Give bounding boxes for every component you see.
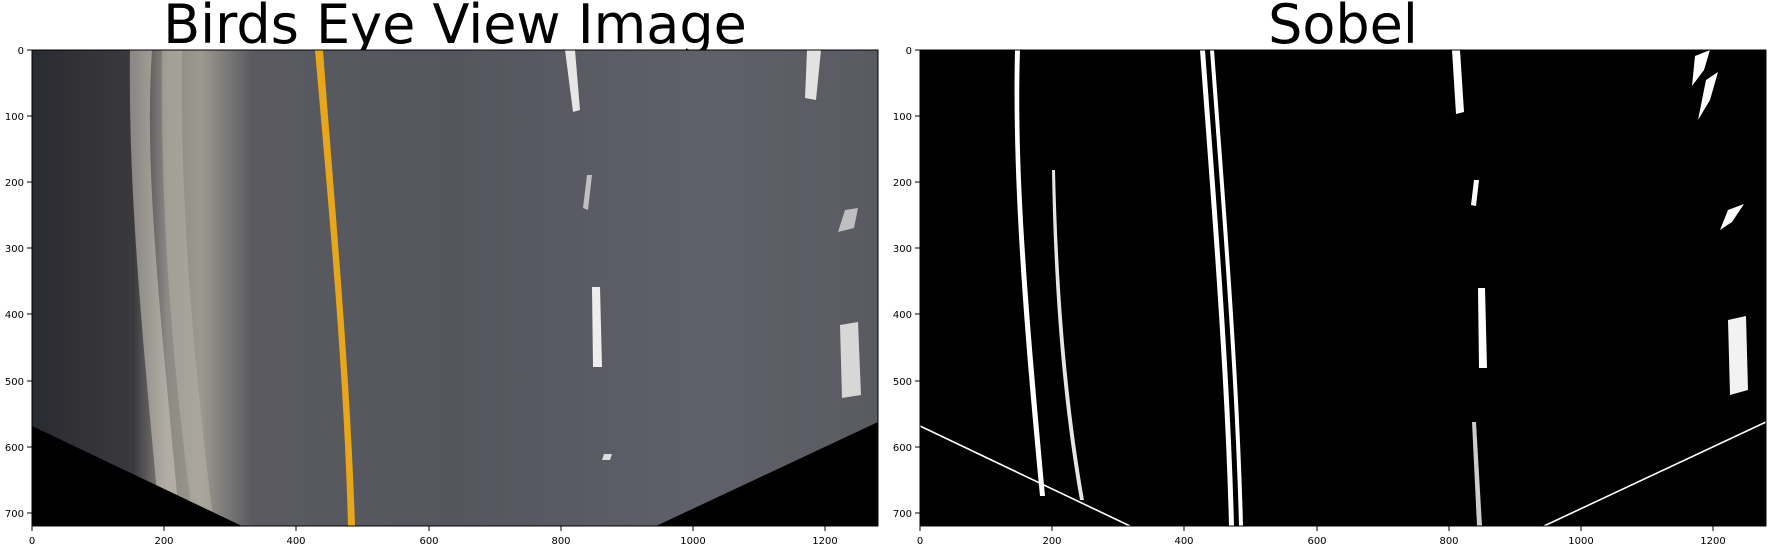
x-tick-label: 600 bbox=[1307, 536, 1326, 547]
sobel-image bbox=[919, 50, 1767, 527]
sobel-title: Sobel bbox=[1268, 0, 1418, 56]
x-tick-label: 200 bbox=[154, 536, 173, 547]
y-tick-label: 400 bbox=[893, 310, 912, 321]
y-tick-label: 600 bbox=[893, 443, 912, 454]
birds-eye-title: Birds Eye View Image bbox=[163, 0, 747, 56]
y-tick-label: 300 bbox=[5, 244, 24, 255]
y-tick-label: 600 bbox=[5, 443, 24, 454]
y-tick-label: 200 bbox=[5, 178, 24, 189]
x-tick-label: 1000 bbox=[680, 536, 705, 547]
x-tick-label: 0 bbox=[29, 536, 35, 547]
x-tick-label: 600 bbox=[419, 536, 438, 547]
x-tick-label: 400 bbox=[286, 536, 305, 547]
sobel-x-axis: 0 200 400 600 800 1000 1200 bbox=[917, 526, 1726, 547]
y-tick-label: 100 bbox=[893, 112, 912, 123]
y-tick-label: 100 bbox=[5, 112, 24, 123]
y-tick-label: 500 bbox=[5, 377, 24, 388]
x-tick-label: 400 bbox=[1174, 536, 1193, 547]
y-tick-label: 500 bbox=[893, 377, 912, 388]
sobel-y-axis: 0 100 200 300 400 500 600 700 bbox=[893, 46, 920, 520]
x-tick-label: 800 bbox=[1439, 536, 1458, 547]
y-tick-label: 0 bbox=[906, 46, 912, 57]
sobel-frame bbox=[919, 49, 1767, 527]
y-tick-label: 400 bbox=[5, 310, 24, 321]
x-tick-label: 1200 bbox=[1700, 536, 1725, 547]
birds-eye-plot: 0 200 400 600 800 1000 1200 0 100 200 30… bbox=[5, 46, 879, 547]
x-tick-label: 800 bbox=[551, 536, 570, 547]
y-tick-label: 200 bbox=[893, 178, 912, 189]
y-tick-label: 300 bbox=[893, 244, 912, 255]
x-tick-label: 1000 bbox=[1568, 536, 1593, 547]
x-tick-label: 1200 bbox=[812, 536, 837, 547]
y-tick-label: 700 bbox=[893, 509, 912, 520]
birds-eye-x-axis: 0 200 400 600 800 1000 1200 bbox=[29, 526, 838, 547]
birds-eye-frame bbox=[31, 49, 879, 527]
birds-eye-y-axis: 0 100 200 300 400 500 600 700 bbox=[5, 46, 32, 520]
birds-eye-image bbox=[32, 50, 878, 526]
x-tick-label: 200 bbox=[1042, 536, 1061, 547]
y-tick-label: 700 bbox=[5, 509, 24, 520]
y-tick-label: 0 bbox=[18, 46, 24, 57]
sobel-plot: 0 200 400 600 800 1000 1200 0 100 200 30… bbox=[893, 46, 1767, 547]
x-tick-label: 0 bbox=[917, 536, 923, 547]
